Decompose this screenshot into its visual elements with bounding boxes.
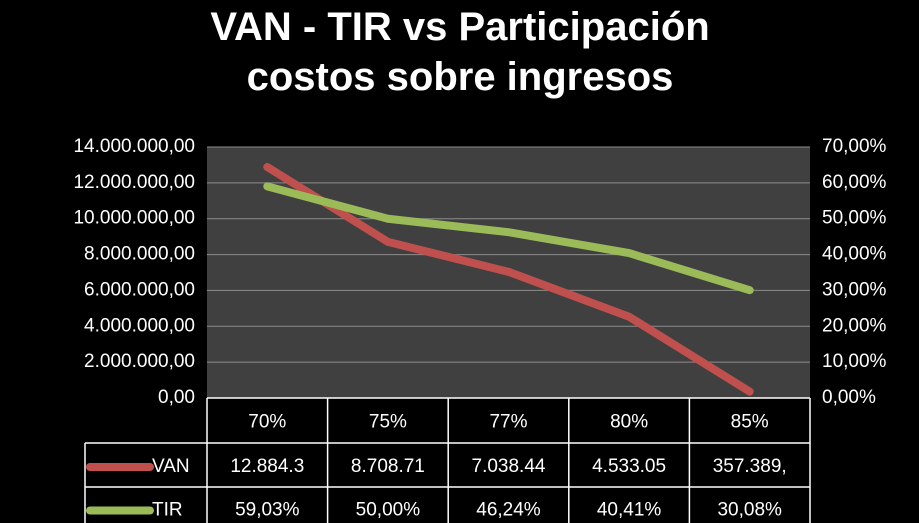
y2-tick-label: 10,00% [822,351,887,372]
y2-tick-label: 0,00% [822,387,876,408]
table-value: 40,41% [597,500,662,521]
series-line [263,163,754,396]
y-tick-label: 12.000.000,00 [73,172,195,193]
y-tick-label: 14.000.000,00 [73,136,195,157]
table-value: 30,08% [717,500,782,521]
x-tick-label: 75% [369,412,407,433]
y2-tick-label: 20,00% [822,315,887,336]
table-value: 7.038.44 [472,456,546,477]
y-tick-label: 8.000.000,00 [84,244,195,265]
table-value: 357.389, [713,456,787,477]
table-value: 4.533.05 [592,456,666,477]
table-value: 8.708.71 [351,456,425,477]
y2-tick-label: 60,00% [822,172,887,193]
table-value: 46,24% [476,500,541,521]
legend-label: VAN [152,456,190,477]
series-line [263,182,754,295]
y-tick-label: 10.000.000,00 [73,208,195,229]
table-value: 50,00% [356,500,421,521]
y-tick-label: 4.000.000,00 [84,315,195,336]
y2-tick-label: 70,00% [822,136,887,157]
x-tick-label: 77% [489,412,527,433]
table-value: 12.884.3 [230,456,304,477]
x-tick-label: 85% [731,412,769,433]
table-value: 59,03% [235,500,300,521]
y2-tick-label: 40,00% [822,244,887,265]
y2-tick-label: 50,00% [822,208,887,229]
y-tick-label: 6.000.000,00 [84,279,195,300]
x-tick-label: 70% [248,412,286,433]
legend-label: TIR [152,500,183,521]
chart-title: VAN - TIR vs Participación costos sobre … [210,5,710,99]
x-tick-label: 80% [610,412,648,433]
y-tick-label: 2.000.000,00 [84,351,195,372]
y-tick-label: 0,00 [158,387,195,408]
y2-tick-label: 30,00% [822,279,887,300]
